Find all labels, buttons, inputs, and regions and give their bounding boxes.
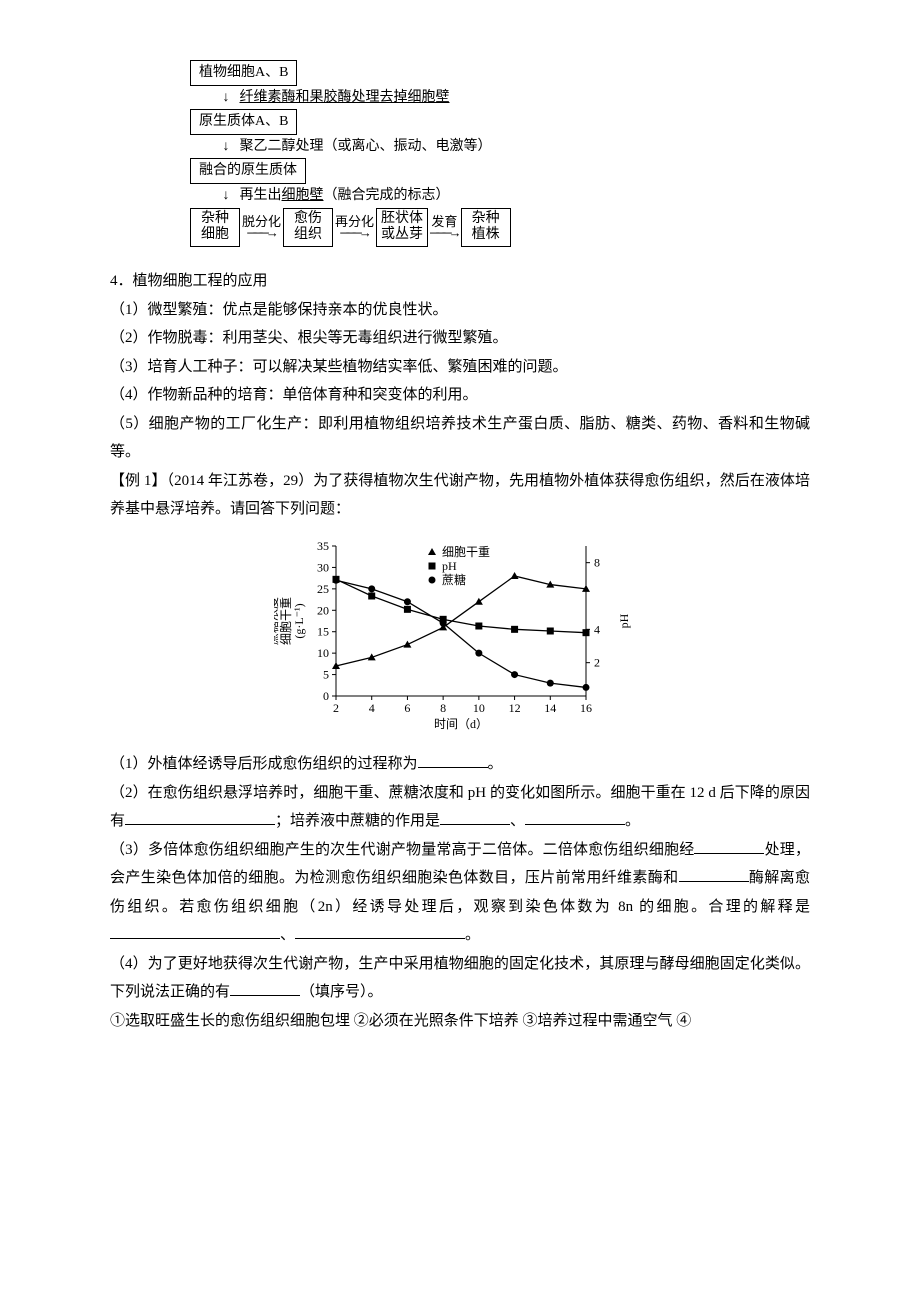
fc-arrow-3-label-c: （融合完成的标志）	[324, 188, 450, 203]
fc-box-plant-cells: 植物细胞A、B	[190, 60, 297, 86]
fc-h-arrow: 脱分化───→	[242, 215, 281, 239]
question-2: （2）在愈伤组织悬浮培养时，细胞干重、蔗糖浓度和 pH 的变化如图所示。细胞干重…	[110, 779, 810, 836]
svg-text:4: 4	[594, 622, 600, 636]
item-3: （3）培育人工种子：可以解决某些植物结实率低、繁殖困难的问题。	[110, 353, 810, 382]
svg-text:14: 14	[544, 701, 556, 715]
fc-arrow-3-label-b: 细胞壁	[282, 188, 324, 203]
svg-text:8: 8	[594, 555, 600, 569]
fc-box-protoplast: 原生质体A、B	[190, 109, 297, 135]
q1-text-b: 。	[488, 756, 503, 772]
svg-text:细胞干重: 细胞干重	[442, 545, 490, 559]
q4-text-a: （4）为了更好地获得次生代谢产物，生产中采用植物细胞的固定化技术，其原理与酵母细…	[110, 956, 810, 1001]
fc-h-arrow: 发育───→	[430, 215, 459, 239]
question-4: （4）为了更好地获得次生代谢产物，生产中采用植物细胞的固定化技术，其原理与酵母细…	[110, 950, 810, 1007]
question-4-options: ①选取旺盛生长的愈伤组织细胞包埋 ②必须在光照条件下培养 ③培养过程中需通空气 …	[110, 1007, 810, 1036]
svg-text:pH: pH	[442, 559, 457, 573]
svg-text:12: 12	[509, 701, 521, 715]
flowchart: 植物细胞A、B ↓ 纤维素酶和果胶酶处理去掉细胞壁 原生质体A、B ↓ 聚乙二醇…	[190, 60, 810, 247]
q2-text-d: 。	[625, 813, 640, 829]
svg-text:10: 10	[317, 646, 329, 660]
right-arrow-icon: ───→	[247, 226, 276, 239]
svg-text:4: 4	[369, 701, 375, 715]
svg-text:2: 2	[333, 701, 339, 715]
svg-text:5: 5	[323, 667, 329, 681]
blank	[125, 809, 275, 825]
fc-box: 胚状体或丛芽	[376, 208, 428, 248]
fc-arrow-2: ↓ 聚乙二醇处理（或离心、振动、电激等）	[220, 137, 810, 157]
svg-text:6: 6	[404, 701, 410, 715]
chart-svg: 2 4 6 8 10 12 14 16 0 5 10 15 20 25 30 35 2 4 8 时间（d） 蔗糖浓度细胞…	[274, 532, 646, 732]
down-arrow-icon: ↓	[220, 88, 232, 108]
q4-text-b: （填序号）。	[300, 984, 383, 1000]
question-1: （1）外植体经诱导后形成愈伤组织的过程称为 。	[110, 750, 810, 779]
blank	[230, 980, 300, 996]
svg-text:16: 16	[580, 701, 592, 715]
section-title: 4．植物细胞工程的应用	[110, 267, 810, 296]
svg-text:pH: pH	[617, 613, 631, 628]
fc-box-fused: 融合的原生质体	[190, 158, 306, 184]
svg-text:10: 10	[473, 701, 485, 715]
fc-arrow-1-label: 纤维素酶和果胶酶处理去掉细胞壁	[240, 88, 450, 108]
fc-row: 杂种细胞脱分化───→愈伤组织再分化───→胚状体或丛芽发育───→杂种植株	[190, 208, 810, 248]
svg-text:2: 2	[594, 655, 600, 669]
blank	[694, 838, 764, 854]
item-4: （4）作物新品种的培育：单倍体育种和突变体的利用。	[110, 381, 810, 410]
down-arrow-icon: ↓	[220, 137, 232, 157]
fc-arrow-3-label: 再生出细胞壁（融合完成的标志）	[240, 186, 450, 206]
svg-text:8: 8	[440, 701, 446, 715]
q1-text-a: （1）外植体经诱导后形成愈伤组织的过程称为	[110, 756, 418, 772]
blank	[110, 923, 280, 939]
fc-arrow-3: ↓ 再生出细胞壁（融合完成的标志）	[220, 186, 810, 206]
item-5: （5）细胞产物的工厂化生产：即利用植物组织培养技术生产蛋白质、脂肪、糖类、药物、…	[110, 410, 810, 467]
fc-arrow-2-label: 聚乙二醇处理（或离心、振动、电激等）	[240, 137, 492, 157]
fc-h-arrow: 再分化───→	[335, 215, 374, 239]
q3-text-a: （3）多倍体愈伤组织细胞产生的次生代谢产物量常高于二倍体。二倍体愈伤组织细胞经	[110, 842, 694, 858]
q3-text-e: 。	[465, 927, 480, 943]
svg-text:0: 0	[323, 689, 329, 703]
fc-box: 愈伤组织	[283, 208, 333, 248]
chart: 2 4 6 8 10 12 14 16 0 5 10 15 20 25 30 35 2 4 8 时间（d） 蔗糖浓度细胞…	[274, 532, 646, 743]
right-arrow-icon: ───→	[430, 226, 459, 239]
question-3: （3）多倍体愈伤组织细胞产生的次生代谢产物量常高于二倍体。二倍体愈伤组织细胞经处…	[110, 836, 810, 950]
blank	[440, 809, 510, 825]
svg-text:15: 15	[317, 624, 329, 638]
q3-text-d: 、	[280, 927, 295, 943]
blank	[418, 752, 488, 768]
q2-text-c: 、	[510, 813, 525, 829]
svg-text:蔗糖浓度细胞干重(g·L⁻¹): 蔗糖浓度细胞干重(g·L⁻¹)	[274, 597, 306, 645]
down-arrow-icon: ↓	[220, 186, 232, 206]
svg-text:30: 30	[317, 560, 329, 574]
svg-text:35: 35	[317, 539, 329, 553]
fc-box: 杂种细胞	[190, 208, 240, 248]
blank	[679, 866, 749, 882]
item-2: （2）作物脱毒：利用茎尖、根尖等无毒组织进行微型繁殖。	[110, 324, 810, 353]
svg-text:25: 25	[317, 582, 329, 596]
blank	[295, 923, 465, 939]
fc-arrow-3-label-a: 再生出	[240, 188, 282, 203]
blank	[525, 809, 625, 825]
svg-text:时间（d）: 时间（d）	[434, 717, 488, 731]
svg-text:20: 20	[317, 603, 329, 617]
item-1: （1）微型繁殖：优点是能够保持亲本的优良性状。	[110, 296, 810, 325]
svg-text:蔗糖: 蔗糖	[442, 572, 466, 587]
q2-text-b: ；培养液中蔗糖的作用是	[275, 813, 440, 829]
right-arrow-icon: ───→	[340, 226, 369, 239]
example-intro: 【例 1】（2014 年江苏卷，29）为了获得植物次生代谢产物，先用植物外植体获…	[110, 467, 810, 524]
fc-arrow-1: ↓ 纤维素酶和果胶酶处理去掉细胞壁	[220, 88, 810, 108]
page: 植物细胞A、B ↓ 纤维素酶和果胶酶处理去掉细胞壁 原生质体A、B ↓ 聚乙二醇…	[0, 0, 920, 1302]
fc-box: 杂种植株	[461, 208, 511, 248]
